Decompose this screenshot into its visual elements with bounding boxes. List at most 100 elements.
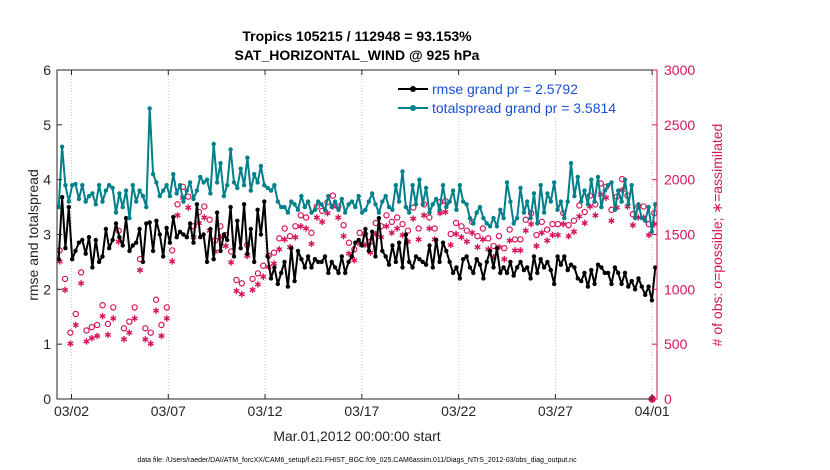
obs-marker-group [479,225,487,243]
totalspread-point [393,183,398,188]
totalspread-point [120,204,125,210]
legend: rmse grand pr = 2.5792 totalspread grand… [392,76,650,116]
y-right-tick-label: 500 [664,336,688,352]
totalspread-point [386,204,392,210]
totalspread-point [299,193,304,199]
rmse-point [423,262,429,267]
obs-marker-group [415,225,422,243]
rmse-point [417,257,422,262]
obs-possible-marker [501,245,508,252]
obs-assimilated-stroke [233,288,240,294]
rmse-point [376,215,382,221]
obs-assimilated-stroke [511,248,519,253]
rmse-point [447,259,452,265]
rmse-series [56,195,658,303]
rmse-point [96,259,102,265]
totalspread-point [289,199,294,204]
obs-assimilated-stroke [426,226,433,231]
obs-assimilated-stroke [340,233,347,239]
rmse-point [579,278,584,284]
rmse-point [380,248,385,254]
obs-possible-marker [126,318,133,325]
totalspread-point [494,224,500,229]
totalspread-point [605,183,611,188]
totalspread-point [423,185,429,191]
obs-possible-marker [511,236,519,243]
obs-assimilated-stroke [367,250,374,255]
obs-assimilated-stroke [292,235,299,240]
rmse-point [214,210,220,215]
rmse-point [130,243,135,248]
obs-possible-marker [297,212,304,219]
obs-assimilated-stroke [270,261,278,266]
y-right-tick-label: 1000 [664,281,695,297]
obs-assimilated-stroke [169,259,176,264]
obs-possible-marker [543,226,551,233]
obs-possible-marker [485,235,492,242]
rmse-point [396,240,402,245]
obs-assimilated-stroke [254,282,262,287]
obs-assimilated-stroke [554,232,562,238]
obs-possible-marker [479,225,487,232]
rmse-point [343,270,348,276]
rmse-point [370,229,375,234]
rmse-point [73,248,78,254]
totalspread-point [484,221,489,226]
obs-possible-marker [276,235,283,242]
obs-assimilated-stroke [174,213,181,218]
obs-marker-group [276,235,283,253]
rmse-point [541,265,547,270]
y-left-tick-label: 3 [43,227,51,243]
rmse-point [477,262,483,267]
rmse-point [491,265,496,270]
rmse-point [107,246,112,251]
rmse-point [464,254,469,259]
totalspread-point [437,207,442,212]
obs-marker-group [227,248,235,266]
totalspread-point [548,199,553,204]
rmse-point [86,235,92,240]
obs-marker-group [452,219,460,238]
rmse-point [498,270,503,276]
totalspread-point [245,155,250,160]
obs-assimilated-stroke [420,213,428,218]
rmse-point [177,229,183,234]
totalspread-point [66,199,72,204]
totalspread-point [103,188,109,193]
rmse-point [356,237,361,243]
obs-marker-group [543,226,551,244]
totalspread-point [518,185,523,191]
obs-assimilated-stroke [592,213,599,218]
totalspread-point [632,215,638,221]
rmse-point [420,259,425,265]
totalspread-point [80,183,85,188]
rmse-point [208,226,213,232]
totalspread-point [477,204,483,210]
obs-marker-group [592,201,599,219]
rmse-point [474,257,479,262]
x-tick-label: 03/12 [248,403,283,419]
rmse-point [386,262,392,267]
y-right-tick-label: 3000 [664,62,695,78]
totalspread-point [376,210,382,215]
obs-assimilated-stroke [147,341,154,346]
obs-marker-group [308,229,315,248]
totalspread-point [272,183,277,188]
obs-assimilated-stroke [506,238,513,243]
totalspread-point [616,188,621,193]
totalspread-point [643,218,648,223]
totalspread-point [541,210,547,215]
rmse-point [649,298,655,303]
obs-possible-marker [538,218,546,226]
rmse-point [295,248,301,254]
obs-marker-group [126,318,133,336]
totalspread-point [211,141,216,147]
obs-possible-marker [104,320,112,328]
totalspread-point [184,188,189,193]
rmse-point [349,254,355,259]
rmse-point [450,270,456,276]
totalspread-point [450,188,456,193]
obs-marker-group [463,227,471,245]
totalspread-point [531,191,537,196]
obs-assimilated-stroke [452,231,460,237]
